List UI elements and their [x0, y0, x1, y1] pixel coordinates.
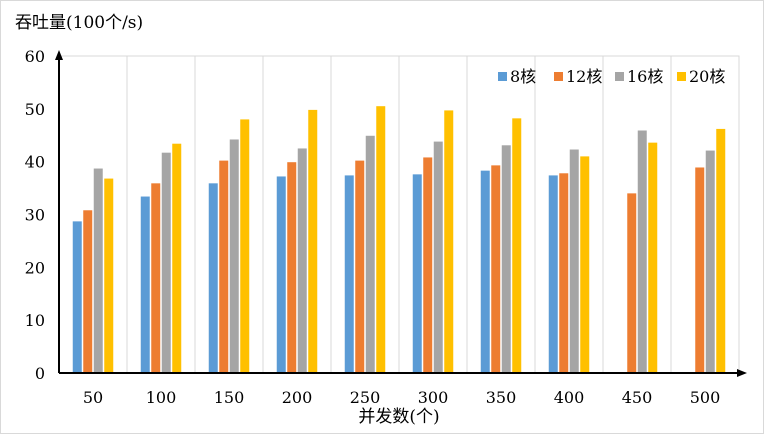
- bar: [569, 149, 579, 373]
- bar: [705, 150, 715, 373]
- legend-swatch: [554, 72, 563, 81]
- bar: [151, 183, 161, 373]
- y-tick-labels: 0 10 20 30 40 50 60: [25, 47, 45, 383]
- bar: [716, 128, 726, 373]
- x-tick-label: 50: [83, 388, 103, 407]
- bar: [287, 162, 297, 373]
- y-axis-arrow: [55, 50, 63, 60]
- bar: [83, 210, 93, 373]
- legend: 8核 12核 16核 20核: [498, 67, 725, 86]
- x-tick-label: 350: [486, 388, 517, 407]
- legend-swatch: [615, 72, 624, 81]
- grid: [58, 55, 740, 374]
- y-tick-label: 20: [25, 258, 45, 277]
- bar: [559, 173, 569, 373]
- y-tick-label: 0: [35, 364, 45, 383]
- bar: [276, 176, 286, 373]
- y-axis-title: 吞吐量(100个/s): [15, 13, 143, 33]
- bar: [548, 175, 558, 373]
- bar: [580, 156, 590, 373]
- x-tick-label: 300: [418, 388, 449, 407]
- bar: [444, 110, 454, 373]
- legend-swatch: [498, 72, 507, 81]
- axes: [55, 50, 747, 377]
- bar: [219, 160, 229, 373]
- legend-label: 12核: [566, 67, 602, 86]
- x-tick-labels: 50 100 150 200 250 300 350 400 450 500: [83, 388, 720, 407]
- bar: [104, 178, 114, 373]
- x-tick-label: 400: [554, 388, 585, 407]
- x-axis-title: 并发数(个): [358, 407, 439, 427]
- bar: [648, 142, 658, 373]
- legend-label: 8核: [510, 67, 536, 86]
- bar: [412, 174, 422, 373]
- x-tick-label: 200: [282, 388, 313, 407]
- bar: [344, 175, 354, 373]
- legend-label: 16核: [627, 67, 663, 86]
- bar: [695, 167, 705, 373]
- x-tick-label: 150: [214, 388, 245, 407]
- bar: [208, 183, 218, 373]
- bar: [480, 170, 490, 373]
- bar: [172, 143, 182, 373]
- bars: [72, 106, 726, 374]
- bar: [297, 148, 307, 373]
- bar: [376, 106, 386, 374]
- y-tick-label: 30: [25, 206, 45, 225]
- x-tick-label: 500: [690, 388, 721, 407]
- bar: [93, 168, 103, 373]
- bar: [433, 141, 443, 373]
- y-tick-label: 50: [25, 100, 45, 119]
- bar: [627, 193, 637, 373]
- bar: [140, 196, 150, 373]
- y-tick-label: 10: [25, 311, 45, 330]
- bar: [501, 145, 511, 373]
- bar: [240, 119, 250, 374]
- x-tick-label: 250: [350, 388, 381, 407]
- bar: [491, 165, 501, 373]
- bar: [637, 130, 647, 373]
- legend-label: 20核: [689, 67, 725, 86]
- y-tick-label: 60: [25, 47, 45, 66]
- bar: [72, 221, 82, 373]
- bar: [355, 160, 365, 373]
- bar: [161, 152, 171, 373]
- bar: [512, 118, 522, 374]
- x-axis-arrow: [737, 369, 747, 377]
- y-tick-label: 40: [25, 153, 45, 172]
- bar: [365, 135, 375, 373]
- legend-swatch: [677, 72, 686, 81]
- x-tick-label: 100: [146, 388, 177, 407]
- bar: [229, 139, 239, 373]
- x-tick-label: 450: [622, 388, 653, 407]
- bar: [308, 109, 318, 373]
- bar: [423, 157, 433, 373]
